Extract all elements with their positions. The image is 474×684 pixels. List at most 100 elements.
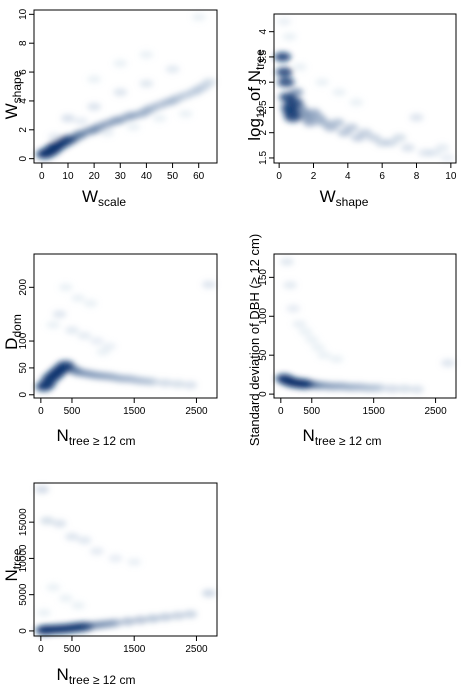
- data-point: [286, 304, 301, 313]
- data-point: [89, 547, 104, 556]
- data-point: [183, 381, 198, 390]
- data-point: [440, 153, 455, 162]
- x-tick-label: 1500: [363, 406, 386, 417]
- data-point: [330, 118, 345, 127]
- data-point: [315, 78, 330, 87]
- y-tick-label: 4: [258, 28, 269, 34]
- y-tick-label: 100: [18, 332, 29, 349]
- panel-sd-dbh-vs-ntree12: 0 500 1500 2500 0 50 100 150 Ntree ≥ 12 cm Standa…: [247, 234, 457, 448]
- x-tick-label: 500: [64, 644, 81, 655]
- data-point: [283, 281, 298, 290]
- plot-frame: [273, 253, 457, 399]
- x-tick-label: 8: [414, 171, 420, 182]
- data-point: [280, 257, 294, 266]
- data-point: [40, 516, 55, 525]
- density-core-point: [283, 112, 302, 123]
- x-tick-label: 30: [115, 171, 127, 182]
- y-tick-label: 4: [18, 98, 29, 104]
- y-tick-label: 0: [18, 392, 29, 398]
- x-tick-label: 1500: [123, 406, 146, 417]
- data-point: [317, 351, 332, 360]
- y-tick-label: 10000: [18, 544, 29, 572]
- data-point: [277, 17, 292, 26]
- density-cloud: [273, 17, 455, 162]
- data-point: [83, 299, 98, 308]
- panel-ntree-vs-ntree12: 0 500 1500 2500 0 5000 10000 15000 Ntree ≥ 12 cm…: [2, 482, 218, 684]
- data-point: [409, 113, 424, 122]
- y-axis-title: log10 of Ntree: [245, 49, 267, 141]
- data-point: [133, 616, 148, 624]
- data-point: [46, 320, 61, 329]
- data-point: [304, 335, 319, 344]
- x-tick-label: 4: [345, 171, 351, 182]
- data-point: [65, 532, 79, 541]
- y-tick-label: 150: [258, 269, 269, 286]
- y-tick-label: 15000: [18, 508, 29, 536]
- x-tick-label: 2500: [185, 406, 208, 417]
- panel-ddom-vs-ntree12: 0 500 1500 2500 0 50 100 200 Ntree ≥ 12 cm Ddom: [2, 253, 218, 448]
- data-point: [71, 601, 86, 610]
- density-cloud: [35, 13, 217, 160]
- data-point: [100, 128, 115, 137]
- x-tick-label: 0: [38, 406, 44, 417]
- x-tick-label: 10: [62, 171, 74, 182]
- x-tick-label: 1500: [123, 644, 146, 655]
- plot-frame: [33, 9, 218, 164]
- y-tick-label: 8: [18, 40, 29, 46]
- data-point: [58, 283, 73, 292]
- data-point: [191, 13, 206, 22]
- data-point: [298, 327, 313, 336]
- x-tick-label: 500: [303, 406, 320, 417]
- data-point: [170, 380, 185, 388]
- density-core-point: [75, 621, 94, 632]
- data-point: [87, 75, 102, 84]
- x-tick-label: 2500: [185, 644, 208, 655]
- plot-frame: [33, 253, 218, 399]
- data-point: [96, 347, 111, 356]
- data-point: [35, 485, 50, 494]
- y-axis-title: Wshape: [2, 70, 24, 119]
- x-tick-label: 60: [193, 171, 205, 182]
- density-core-point: [59, 134, 77, 145]
- y-axis-title: Ntree: [2, 548, 24, 581]
- data-point: [292, 320, 307, 329]
- y-tick-label: 0: [18, 628, 29, 634]
- x-tick-label: 0: [39, 171, 45, 182]
- data-point: [113, 59, 128, 68]
- x-axis-title: Wshape: [320, 187, 369, 209]
- y-tick-label: 2.5: [258, 100, 269, 114]
- data-point: [385, 384, 400, 393]
- data-point: [121, 617, 135, 626]
- data-point: [311, 343, 325, 352]
- y-axis-title: Ddom: [2, 314, 24, 350]
- data-point: [344, 123, 359, 132]
- y-axis-title: Standard deviation of DBH (≥ 12 cm): [247, 234, 262, 446]
- x-axis-title: Ntree ≥ 12 cm: [57, 665, 136, 684]
- data-point: [61, 114, 75, 123]
- y-tick-label: 1.5: [258, 151, 269, 165]
- data-point: [165, 65, 180, 74]
- data-point: [201, 280, 216, 289]
- data-point: [303, 118, 318, 127]
- data-point: [372, 383, 387, 392]
- data-point: [292, 63, 307, 71]
- density-cloud: [35, 280, 216, 392]
- x-tick-label: 6: [379, 171, 385, 182]
- data-point: [89, 337, 104, 345]
- data-point: [435, 143, 450, 152]
- data-point: [178, 109, 193, 118]
- data-point: [158, 379, 173, 387]
- data-point: [139, 50, 154, 59]
- x-tick-label: 0: [276, 171, 282, 182]
- y-tick-label: 3: [258, 79, 269, 85]
- x-tick-label: 50: [167, 171, 179, 182]
- data-point: [426, 148, 441, 157]
- x-tick-label: 20: [89, 171, 101, 182]
- density-core-point: [296, 379, 315, 389]
- data-point: [71, 294, 86, 303]
- panel-wshape-vs-wscale: 0 10 20 30 40 50 60 0 2 4 6 8 10 Wscale Wshape: [2, 8, 218, 209]
- density-cloud: [274, 257, 455, 394]
- data-point: [202, 78, 217, 87]
- data-point: [52, 519, 67, 528]
- data-point: [126, 122, 141, 131]
